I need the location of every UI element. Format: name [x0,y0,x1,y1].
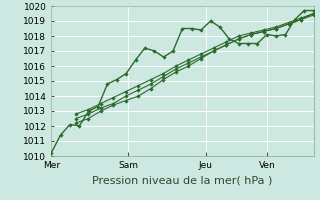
X-axis label: Pression niveau de la mer( hPa ): Pression niveau de la mer( hPa ) [92,175,273,185]
